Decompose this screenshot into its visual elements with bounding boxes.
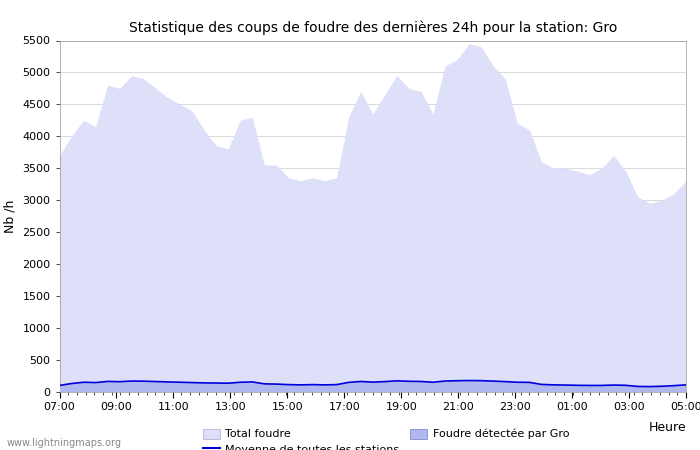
Y-axis label: Nb /h: Nb /h bbox=[4, 199, 17, 233]
Legend: Total foudre, Moyenne de toutes les stations, Foudre détectée par Gro: Total foudre, Moyenne de toutes les stat… bbox=[203, 429, 569, 450]
Title: Statistique des coups de foudre des dernières 24h pour la station: Gro: Statistique des coups de foudre des dern… bbox=[129, 21, 617, 35]
Text: Heure: Heure bbox=[648, 421, 686, 434]
Text: www.lightningmaps.org: www.lightningmaps.org bbox=[7, 438, 122, 448]
